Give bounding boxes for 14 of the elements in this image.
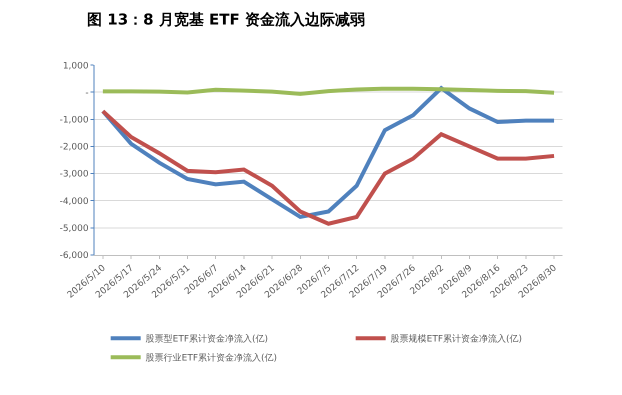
y-tick-label: -5,000 [60,224,89,234]
y-tick-label: 1,000 [62,61,89,72]
line-series [100,109,556,226]
chart-title: 图 13：8 月宽基 ETF 资金流入边际减弱 [87,10,366,28]
legend-label: 股票规模ETF累计资金净流入(亿) [390,334,522,345]
legend-label: 股票行业ETF累计资金净流入(亿) [146,352,278,364]
legend-label: 股票型ETF累计资金净流入(亿) [146,334,268,345]
y-tick-label: -3,000 [60,170,89,180]
y-tick-label: -4,000 [60,196,89,207]
line-series [100,86,556,219]
y-tick-label: - [85,88,89,98]
y-tick-label: -6,000 [60,251,89,262]
y-tick-label: -1,000 [60,115,89,126]
y-tick-label: -2,000 [60,142,89,153]
